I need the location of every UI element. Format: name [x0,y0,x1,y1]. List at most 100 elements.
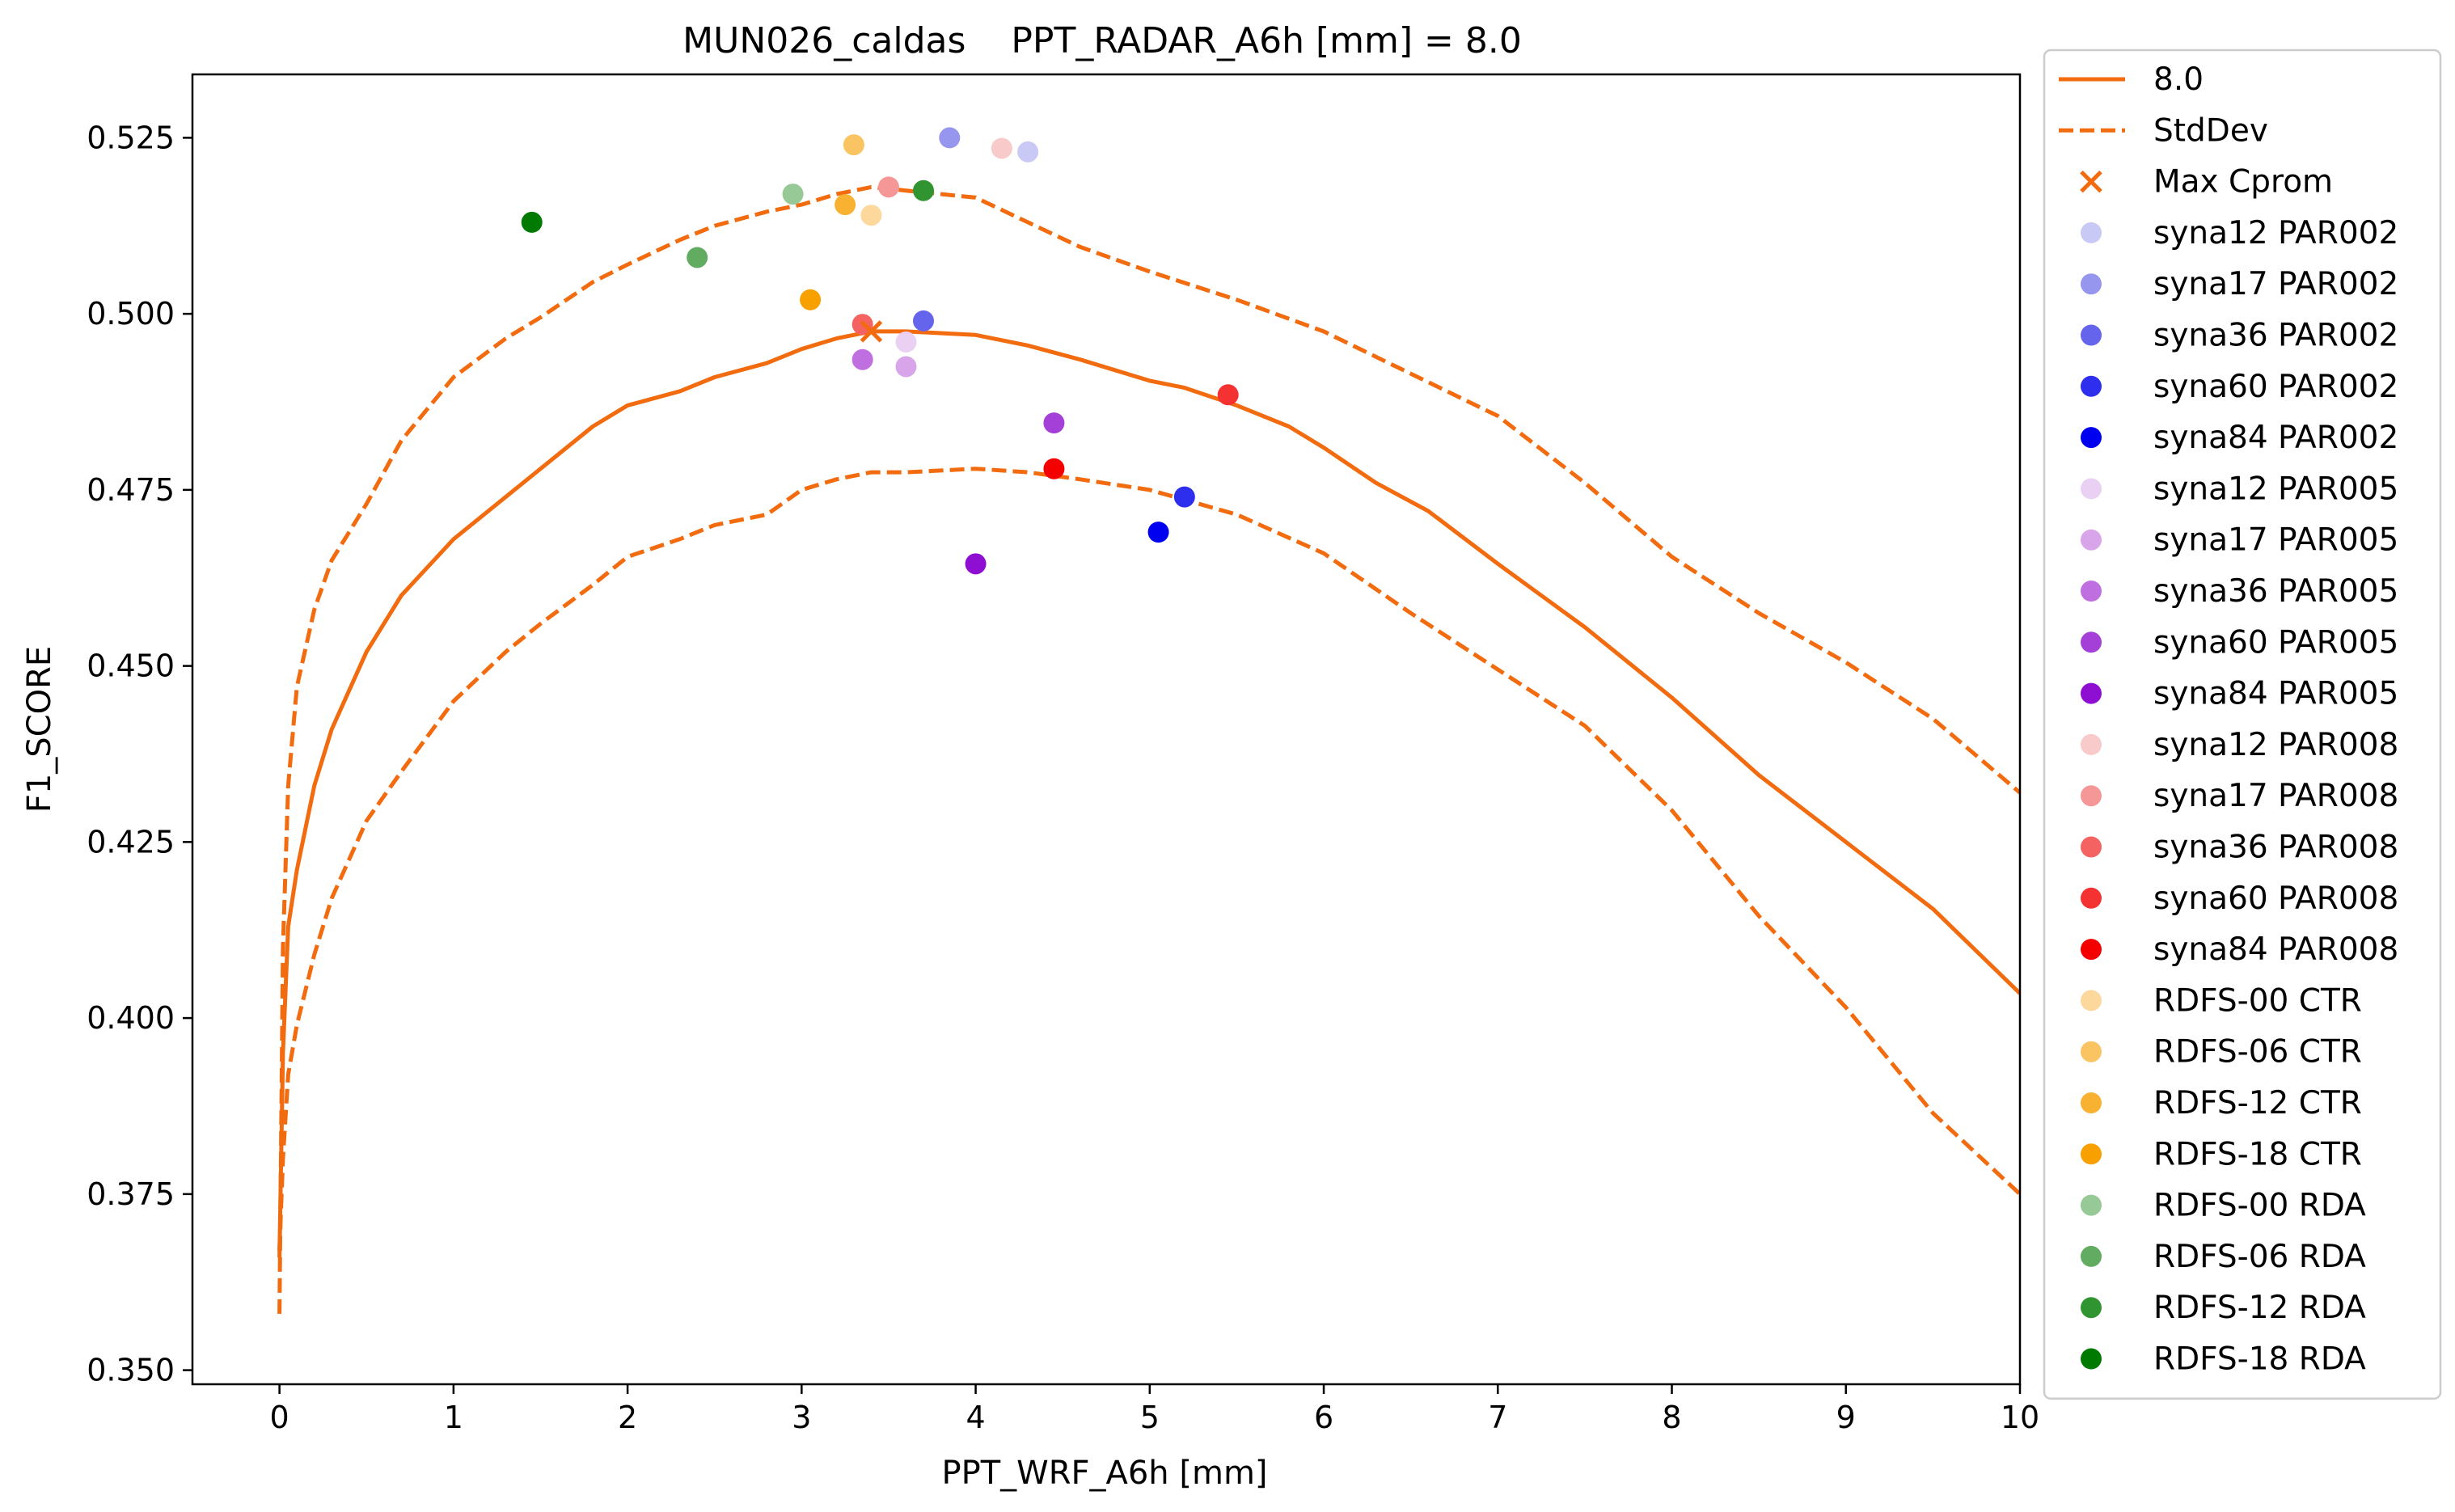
legend-item: Max Cprom [2080,164,2333,201]
legend-item: syna36 PAR008 [2081,830,2398,866]
x-tick-label: 4 [966,1400,985,1435]
legend-item: syna36 PAR005 [2081,573,2398,610]
legend-item: syna84 PAR002 [2081,420,2398,456]
legend-label: RDFS-12 CTR [2153,1085,2362,1121]
legend-swatch-dot [2081,222,2102,243]
x-tick-label: 2 [618,1400,637,1435]
legend-swatch-dot [2081,273,2102,295]
stddev-line [277,467,2020,1251]
y-tick-label: 0.425 [87,824,175,859]
scatter-point [835,194,856,216]
scatter-point [521,211,543,233]
scatter-point [782,184,804,205]
y-tick-label: 0.450 [87,648,175,684]
x-tick-label: 6 [1314,1400,1333,1435]
scatter-point [877,176,899,198]
legend-label: syna36 PAR005 [2153,573,2398,610]
scatter-point [1217,384,1239,406]
legend-swatch-dot [2081,1348,2102,1370]
scatter-point [1147,522,1169,543]
scatter-point [913,310,934,332]
legend-item: syna84 PAR005 [2081,676,2398,712]
scatter-point [843,134,864,156]
chart-title: MUN026_caldas PPT_RADAR_A6h [mm] = 8.0 [682,20,1522,61]
scatter-point [939,127,961,149]
legend-item: syna17 PAR002 [2081,266,2398,302]
legend-label: RDFS-12 RDA [2153,1290,2366,1326]
legend-item: syna36 PAR002 [2081,318,2398,354]
legend-swatch-dot [2081,733,2102,755]
legend: 8.0 StdDev Max Cprom syna12 PAR002 syna17 PA… [2043,49,2442,1400]
scatter-point [895,331,917,353]
legend-label: syna12 PAR005 [2153,471,2398,507]
legend-label: syna17 PAR002 [2153,266,2398,302]
legend-label: RDFS-06 RDA [2153,1239,2366,1275]
legend-item: RDFS-12 CTR [2081,1085,2362,1121]
y-tick-label: 0.350 [87,1353,175,1388]
legend-label: syna12 PAR008 [2153,727,2398,763]
plot-frame [191,73,2022,1386]
scatter-point [913,179,934,201]
y-tick-label: 0.525 [87,120,175,155]
legend-item: RDFS-18 CTR [2081,1136,2362,1172]
legend-box [2043,49,2442,1400]
legend-swatch-dot [2081,375,2102,397]
legend-item: RDFS-00 CTR [2081,982,2362,1019]
legend-item: RDFS-12 RDA [2081,1290,2366,1326]
y-axis-label: F1_SCORE [21,646,58,813]
x-tick-label: 3 [792,1400,811,1435]
scatter-point [687,247,708,268]
legend-label: StdDev [2153,112,2268,149]
legend-swatch-dot [2081,990,2102,1012]
scatter-point [1017,141,1039,163]
legend-swatch-dot [2081,939,2102,961]
legend-label: syna84 PAR002 [2153,420,2398,456]
scatter-point [800,289,822,310]
legend-label: RDFS-00 CTR [2153,982,2362,1019]
stddev-line [277,184,2020,1314]
legend-swatch-dot [2081,631,2102,653]
legend-label: syna84 PAR008 [2153,931,2398,968]
legend-item: StdDev [2059,112,2268,149]
legend-swatch-dot [2081,427,2102,449]
x-tick-label: 7 [1488,1400,1507,1435]
legend-swatch-dot [2081,1194,2102,1216]
y-tick-label: 0.475 [87,472,175,508]
legend-item: 8.0 [2059,61,2204,98]
legend-label: Max Cprom [2153,164,2333,201]
scatter-point [991,137,1012,159]
legend-label: syna12 PAR002 [2153,215,2398,251]
legend-label: RDFS-00 RDA [2153,1188,2366,1224]
legend-swatch-dot [2081,785,2102,807]
legend-item: syna60 PAR002 [2081,369,2398,405]
legend-swatch-dot [2081,836,2102,858]
legend-item: syna12 PAR002 [2081,215,2398,251]
x-axis-label: PPT_WRF_A6h [mm] [941,1455,1267,1492]
legend-item: syna12 PAR008 [2081,727,2398,763]
legend-label: RDFS-18 RDA [2153,1341,2366,1378]
legend-item: syna60 PAR008 [2081,881,2398,917]
legend-swatch-dot [2081,1092,2102,1113]
legend-label: syna36 PAR002 [2153,318,2398,354]
x-tick-label: 8 [1662,1400,1681,1435]
max-cprom-marker [860,320,883,343]
legend-swatch-dot [2081,529,2102,551]
legend-item: syna17 PAR008 [2081,778,2398,814]
legend-item: syna17 PAR005 [2081,522,2398,559]
scatter-point [1173,486,1195,508]
legend-swatch-dot [2081,1041,2102,1062]
legend-swatch-dot [2081,1245,2102,1267]
x-tick-label: 9 [1836,1400,1856,1435]
y-tick-label: 0.375 [87,1176,175,1212]
x-tick-label: 5 [1140,1400,1160,1435]
x-tick-label: 0 [270,1400,289,1435]
legend-item: RDFS-06 CTR [2081,1034,2362,1071]
legend-swatch-dot [2081,887,2102,909]
mean-line [277,329,2020,1258]
legend-label: RDFS-18 CTR [2153,1136,2362,1172]
legend-item: RDFS-18 RDA [2081,1341,2366,1378]
legend-label: syna60 PAR005 [2153,624,2398,661]
x-tick-label: 1 [444,1400,463,1435]
scatter-point [1043,412,1065,434]
